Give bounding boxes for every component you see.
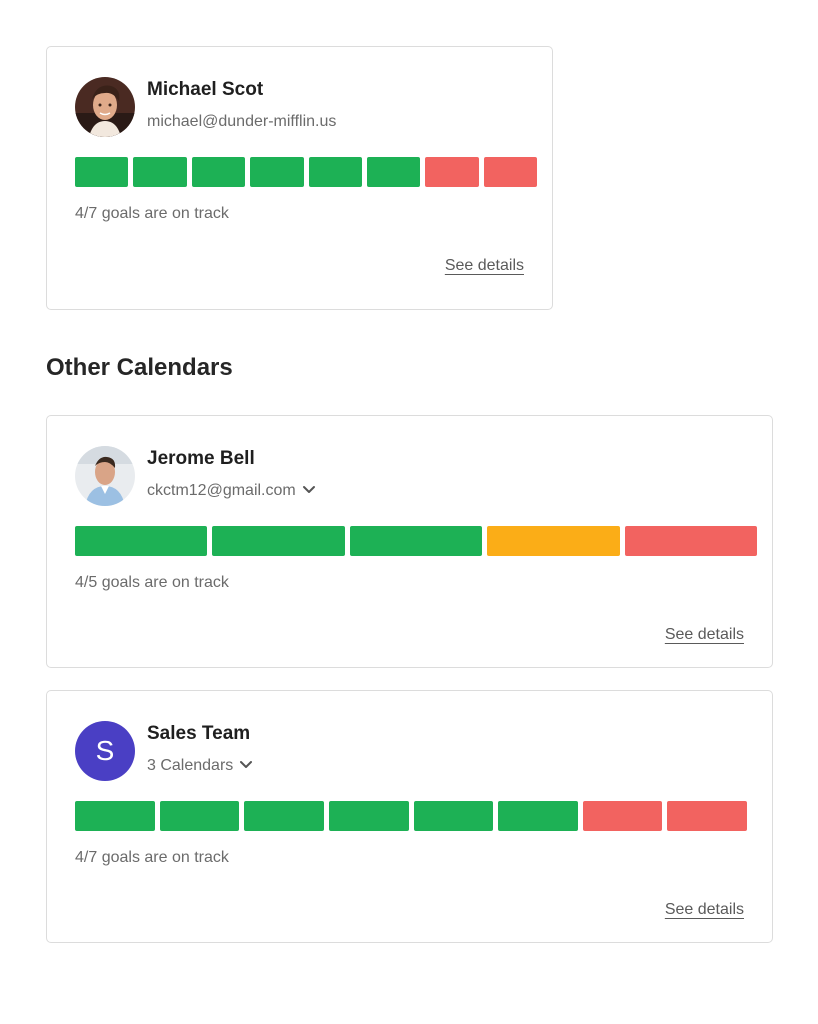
calendar-selector[interactable]: 3 Calendars xyxy=(147,757,253,775)
goal-segment-green xyxy=(133,157,187,187)
user-name: Jerome Bell xyxy=(147,448,255,469)
goal-segment-green xyxy=(75,801,155,831)
goal-segment-green xyxy=(413,801,494,831)
goal-segment-green xyxy=(244,801,324,831)
goal-progress-bars xyxy=(75,526,757,556)
user-email-text: ckctm12@gmail.com xyxy=(147,482,296,499)
goal-segment-green xyxy=(498,801,578,831)
see-details-link[interactable]: See details xyxy=(664,901,744,918)
see-details-link[interactable]: See details xyxy=(664,626,744,643)
goal-segment-green xyxy=(212,526,345,556)
chevron-down-icon[interactable] xyxy=(239,757,253,775)
goal-segment-red xyxy=(624,526,757,556)
team-name: Sales Team xyxy=(147,723,251,744)
goal-segment-red xyxy=(483,157,537,187)
user-photo-icon xyxy=(75,446,135,506)
user-email-text: michael@dunder-mifflin.us xyxy=(147,113,337,130)
avatar-michael xyxy=(75,77,135,137)
calendar-count-text: 3 Calendars xyxy=(147,757,234,774)
user-goal-card-jerome: Jerome Bell ckctm12@gmail.com 4/5 goals … xyxy=(46,415,773,668)
goal-segment-red xyxy=(667,801,747,831)
avatar-sales-team: S xyxy=(75,721,135,781)
account-selector[interactable]: ckctm12@gmail.com xyxy=(147,482,316,500)
user-photo-icon xyxy=(75,77,135,137)
goal-segment-green xyxy=(75,157,129,187)
goals-status-text: 4/5 goals are on track xyxy=(75,574,229,591)
section-title: Other Calendars xyxy=(46,354,233,381)
goals-status-text: 4/7 goals are on track xyxy=(75,205,229,222)
user-name: Michael Scot xyxy=(147,79,264,100)
avatar-jerome xyxy=(75,446,135,506)
goal-segment-green xyxy=(328,801,409,831)
goal-segment-green xyxy=(75,526,208,556)
goal-segment-amber xyxy=(487,526,620,556)
goal-segment-red xyxy=(582,801,663,831)
goal-segment-red xyxy=(425,157,479,187)
goal-progress-bars xyxy=(75,157,537,187)
goal-segment-green xyxy=(250,157,304,187)
goals-status-text: 4/7 goals are on track xyxy=(75,849,229,866)
goal-segment-green xyxy=(366,157,421,187)
user-email: michael@dunder-mifflin.us xyxy=(147,113,336,131)
chevron-down-icon[interactable] xyxy=(302,482,316,500)
goal-progress-bars xyxy=(75,801,747,831)
see-details-link[interactable]: See details xyxy=(444,257,524,274)
goal-segment-green xyxy=(191,157,246,187)
avatar-letter: S xyxy=(95,735,115,766)
goal-segment-green xyxy=(349,526,483,556)
team-goal-card-sales: S Sales Team 3 Calendars 4/7 goals are o… xyxy=(46,690,773,943)
user-goal-card-michael: Michael Scot michael@dunder-mifflin.us 4… xyxy=(46,46,553,310)
goal-segment-green xyxy=(308,157,362,187)
goal-segment-green xyxy=(159,801,240,831)
